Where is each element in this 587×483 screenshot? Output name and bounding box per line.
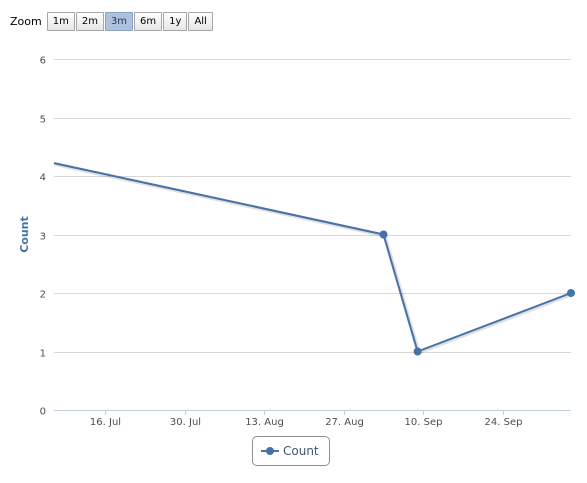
x-tick-label: 30. Jul: [170, 417, 201, 428]
data-point: [567, 289, 575, 297]
legend-label-count: Count: [283, 444, 319, 458]
y-tick-label: 6: [40, 56, 46, 67]
data-point: [414, 348, 422, 356]
x-tick-label: 27. Aug: [325, 417, 364, 428]
y-tick-label: 0: [40, 407, 46, 418]
series-count: [54, 163, 575, 355]
x-axis: 16. Jul 30. Jul 13. Aug 27. Aug 10. Sep 24. S…: [54, 410, 571, 428]
y-axis-title: Count: [18, 216, 31, 253]
series-line-shadow: [55, 164, 572, 352]
legend-line-marker-icon: [261, 446, 279, 456]
y-tick-label: 4: [40, 173, 46, 184]
x-tick-label: 16. Jul: [90, 417, 121, 428]
x-tick-label: 24. Sep: [485, 417, 523, 428]
y-tick-label: 5: [40, 115, 46, 126]
data-point: [380, 231, 388, 239]
y-tick-label: 2: [40, 290, 46, 301]
x-tick-label: 13. Aug: [245, 417, 284, 428]
x-tick-label: 10. Sep: [405, 417, 443, 428]
legend[interactable]: Count: [252, 436, 330, 466]
series-line: [54, 163, 571, 351]
y-tick-label: 3: [40, 232, 46, 243]
y-axis: 0 1 2 3 4 5 6: [40, 56, 46, 418]
y-tick-label: 1: [40, 349, 46, 360]
grid-lines: [54, 60, 571, 411]
